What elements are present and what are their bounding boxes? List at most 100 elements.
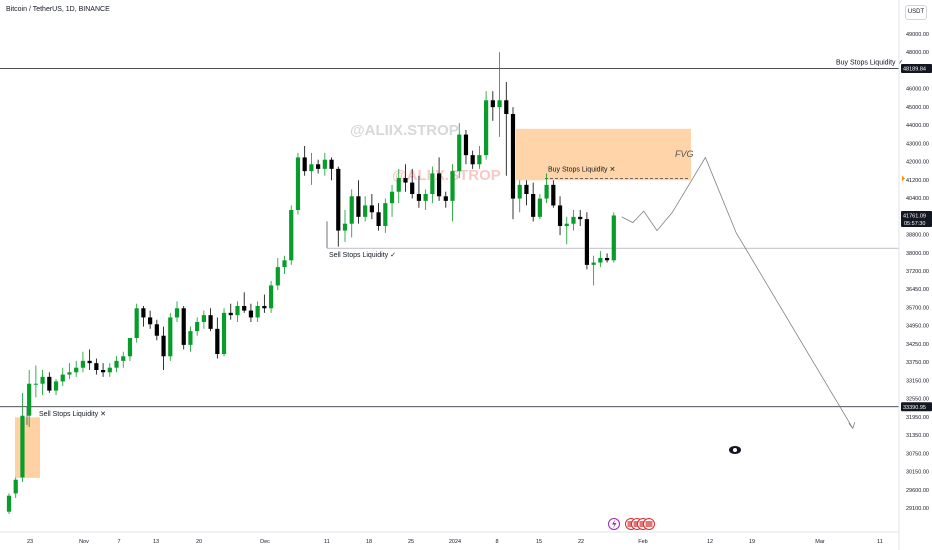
price-tick-label: 34950.00 <box>906 324 929 330</box>
candle-bearish <box>161 335 166 357</box>
candle-bullish <box>74 367 79 373</box>
candle-bullish <box>13 479 18 494</box>
price-label-text: 33390.95 <box>903 405 926 411</box>
candle-bearish <box>242 306 247 311</box>
candle-bearish <box>403 178 408 183</box>
candle-bearish <box>262 306 267 309</box>
candle-bullish <box>591 262 596 265</box>
price-label-text: 41761.09 <box>903 213 926 219</box>
candle-bearish <box>356 196 361 217</box>
candle-bearish <box>376 212 381 226</box>
zones: FVG <box>15 128 694 478</box>
time-tick-label: 20 <box>196 539 202 545</box>
time-tick-label: 12 <box>707 539 713 545</box>
candle-bullish <box>174 308 180 318</box>
candle-bullish <box>168 317 173 357</box>
candle-bullish <box>396 178 401 192</box>
time-tick-label: 13 <box>153 539 159 545</box>
watermark-text: @ALIIX.STROP <box>350 122 459 139</box>
annotations: Buy Stops Liquidity ✓ Buy Stops Liquidity… <box>39 60 903 430</box>
price-tick-label: 29600.00 <box>906 488 929 494</box>
candle-bearish <box>524 184 529 194</box>
candle-bullish <box>342 223 348 231</box>
time-axis: 23 Nov 7 13 20 Dec 11 18 25 2024 8 15 22 Feb 12 19 Mar 11 <box>0 531 899 545</box>
candle-bullish <box>484 100 489 156</box>
candle-bullish <box>33 383 38 385</box>
candle-bullish <box>40 376 45 384</box>
time-tick-label: 2024 <box>449 539 461 545</box>
projection-arrowhead <box>848 422 856 430</box>
candle-bearish <box>47 376 52 391</box>
time-tick-label: Dec <box>260 539 270 545</box>
alert-marker <box>902 175 905 182</box>
candle-bullish <box>188 331 193 345</box>
label-sell-stops-low: Sell Stops Liquidity ✕ <box>39 411 106 418</box>
candle-bullish <box>6 495 12 512</box>
candle-bearish <box>436 173 442 197</box>
candle-bullish <box>275 267 280 286</box>
eye-icon-pupil <box>733 448 737 452</box>
watermark: @ALIIX.STROP @ALIIX.STROP <box>350 122 501 184</box>
candle-bullish <box>107 367 112 373</box>
price-tick-label: 29100.00 <box>906 506 929 512</box>
candle-bearish <box>316 164 321 169</box>
candle-bearish <box>154 324 159 336</box>
candle-bearish <box>443 196 448 201</box>
candle-bearish <box>551 184 556 206</box>
candle-bullish <box>201 315 206 322</box>
candle-bullish <box>497 100 502 108</box>
price-tick-label: 30150.00 <box>906 470 929 476</box>
price-label-box <box>901 402 932 412</box>
left-zone <box>15 417 40 478</box>
candles <box>6 52 616 514</box>
price-tick-label: 30750.00 <box>906 451 929 457</box>
eye-icon <box>729 446 741 454</box>
candle-bearish <box>248 310 254 318</box>
candle-bearish <box>87 360 92 364</box>
time-tick-label: 18 <box>366 539 372 545</box>
candle-bullish <box>363 205 368 217</box>
candle-bearish <box>604 258 610 261</box>
time-tick-label: 11 <box>877 539 883 545</box>
candle-bearish <box>410 182 415 194</box>
candle-bullish <box>134 308 139 338</box>
time-tick-label: 22 <box>578 539 584 545</box>
currency-button[interactable]: USDT <box>905 5 927 20</box>
price-tick-label: 40400.00 <box>906 196 929 202</box>
candle-bullish <box>571 216 576 224</box>
symbol-title: Bitcoin / TetherUS, 1D, BINANCE <box>6 6 110 13</box>
candle-bearish <box>463 134 469 156</box>
price-tick-label: 38800.00 <box>906 233 929 239</box>
price-tick-label: 37200.00 <box>906 269 929 275</box>
price-tick-label: 33750.00 <box>906 360 929 366</box>
candle-bullish <box>322 159 327 169</box>
lightning-icon <box>608 518 620 530</box>
price-tick-label: 42000.00 <box>906 160 929 166</box>
candle-bullish <box>423 194 428 201</box>
price-tick-label: 35700.00 <box>906 305 929 311</box>
candle-bullish <box>537 198 542 217</box>
icons <box>608 446 741 530</box>
price-tick-label: 45000.00 <box>906 105 929 111</box>
candle-bullish <box>268 285 274 309</box>
price-axis: 49000.0048000.0047000.0046000.0045000.00… <box>898 0 932 550</box>
candle-bullish <box>564 223 569 226</box>
candle-bullish <box>127 338 133 357</box>
candle-bullish <box>349 196 354 224</box>
candle-bearish <box>329 159 334 169</box>
price-tick-label: 41200.00 <box>906 178 929 184</box>
candle-bearish <box>470 155 475 165</box>
price-tick-label: 31950.00 <box>906 415 929 421</box>
time-tick-label: Feb <box>638 539 647 545</box>
time-tick-label: 11 <box>324 539 330 545</box>
candle-bearish <box>208 315 213 329</box>
candle-bullish <box>450 171 455 201</box>
price-label-box <box>901 64 932 74</box>
candle-bearish <box>148 317 153 325</box>
candle-bullish <box>389 191 395 204</box>
candle-bullish <box>221 312 227 354</box>
candle-bearish <box>336 168 341 231</box>
candle-bullish <box>235 306 240 316</box>
candle-bullish <box>255 306 260 318</box>
